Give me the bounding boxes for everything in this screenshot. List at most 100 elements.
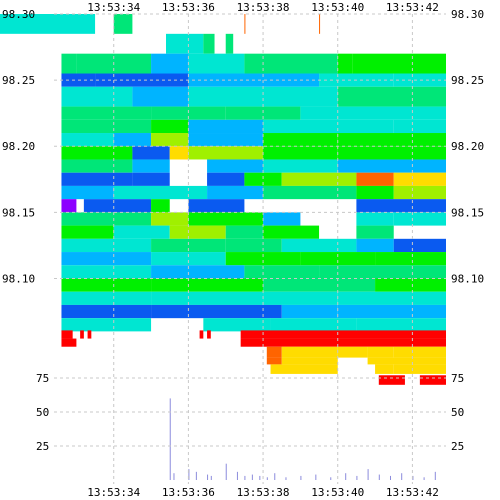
price-tick-right-2: 98.20 bbox=[451, 140, 484, 153]
heat-cell-21-3 bbox=[356, 318, 446, 332]
volume-bar-7 bbox=[236, 471, 238, 480]
price-tick-left-0: 98.30 bbox=[2, 8, 35, 21]
heat-cell-6-1 bbox=[151, 119, 189, 134]
heat-cell-17-0 bbox=[61, 265, 152, 279]
heat-cell-2-6 bbox=[352, 53, 446, 74]
price-tick-left-2: 98.20 bbox=[2, 140, 35, 153]
heat-cell-12-0 bbox=[61, 199, 77, 213]
x-tick-top-3: 13:53:40 bbox=[311, 1, 364, 14]
price-tick-left-3: 98.15 bbox=[2, 206, 35, 219]
heat-cell-16-3 bbox=[300, 252, 376, 266]
axis-labels: 13:53:34 13:53:34 13:53:36 13:53:36 13:53:38… bbox=[2, 1, 484, 499]
heat-cell-6-0 bbox=[61, 119, 152, 134]
heat-cell-1-2 bbox=[225, 33, 234, 54]
volume-bar-11 bbox=[266, 477, 268, 480]
heat-cell-15-1 bbox=[151, 238, 226, 253]
volume-bar-25 bbox=[434, 471, 436, 480]
heat-cell-4-1 bbox=[132, 86, 189, 107]
heat-cell-11-3 bbox=[263, 185, 357, 200]
heat-cell-8-5 bbox=[337, 146, 446, 160]
heat-cell-2-4 bbox=[244, 53, 338, 74]
heat-cell-10-6 bbox=[393, 172, 446, 186]
price-tick-left-1: 98.25 bbox=[2, 74, 35, 87]
volume-bar-3 bbox=[195, 471, 197, 480]
heat-cell-21-1 bbox=[203, 318, 271, 332]
lower-cell-0-1 bbox=[80, 330, 84, 339]
heat-cell-10-3 bbox=[244, 172, 282, 186]
volume-bar-21 bbox=[390, 475, 391, 480]
heat-cell-0-2 bbox=[244, 14, 246, 34]
heat-cell-14-5 bbox=[356, 225, 394, 239]
x-tick-top-2: 13:53:38 bbox=[237, 1, 290, 14]
heat-cell-18-1 bbox=[151, 278, 264, 292]
heat-cell-15-0 bbox=[61, 238, 152, 253]
heat-cell-14-3 bbox=[225, 225, 264, 239]
volume-bar-4 bbox=[207, 474, 209, 480]
heat-cell-9-3 bbox=[263, 159, 338, 173]
heat-cell-8-0 bbox=[61, 146, 133, 160]
volume-tick-left-1: 50 bbox=[36, 406, 49, 419]
volume-tick-left-2: 25 bbox=[36, 440, 49, 453]
heat-cell-7-0 bbox=[61, 133, 114, 147]
lower-cell-3-2 bbox=[367, 357, 446, 365]
volume-tick-right-0: 75 bbox=[451, 372, 464, 385]
volume-bars-layer bbox=[169, 398, 436, 480]
volume-bar-6 bbox=[225, 463, 227, 480]
x-tick-bottom-4: 13:53:42 bbox=[386, 486, 439, 499]
heat-cell-15-4 bbox=[356, 238, 394, 253]
heat-cell-12-3 bbox=[188, 199, 245, 213]
heat-cell-1-0 bbox=[166, 33, 204, 54]
heat-cell-11-5 bbox=[393, 185, 446, 200]
grid-lines bbox=[54, 13, 446, 484]
heat-cell-10-4 bbox=[281, 172, 357, 186]
heat-cell-12-2 bbox=[151, 199, 170, 213]
heat-cell-13-1 bbox=[151, 212, 189, 226]
heat-cell-14-0 bbox=[61, 225, 114, 239]
heat-cell-16-2 bbox=[225, 252, 301, 266]
heat-cell-5-0 bbox=[61, 106, 152, 120]
volume-bar-17 bbox=[345, 473, 347, 480]
heat-cell-2-5 bbox=[337, 53, 353, 74]
heat-cell-2-2 bbox=[151, 53, 189, 74]
heat-cell-11-2 bbox=[207, 185, 264, 200]
lower-cell-2-4 bbox=[393, 346, 446, 358]
heat-cell-15-2 bbox=[225, 238, 282, 253]
volume-tick-left-0: 75 bbox=[36, 372, 49, 385]
volume-tick-right-1: 50 bbox=[451, 406, 464, 419]
heat-cell-0-0 bbox=[0, 14, 96, 34]
volume-bar-19 bbox=[367, 469, 369, 480]
heat-cell-13-2 bbox=[188, 212, 264, 226]
heat-cell-5-1 bbox=[151, 106, 226, 120]
heat-cell-10-0 bbox=[61, 172, 133, 186]
volume-bar-22 bbox=[401, 473, 403, 480]
volume-bar-2 bbox=[188, 469, 190, 480]
lower-cell-3-0 bbox=[266, 357, 282, 365]
heat-cell-20-0 bbox=[61, 304, 152, 319]
lower-cell-4-1 bbox=[375, 364, 394, 374]
volume-bar-9 bbox=[251, 474, 253, 480]
lower-cell-0-0 bbox=[61, 330, 73, 339]
heat-cell-11-4 bbox=[356, 185, 394, 200]
lower-cell-2-3 bbox=[367, 346, 394, 358]
heat-cell-0-3 bbox=[319, 14, 321, 34]
heat-cell-10-2 bbox=[207, 172, 245, 186]
volume-bar-5 bbox=[210, 475, 212, 480]
heat-cell-19-1 bbox=[151, 291, 264, 305]
heat-cell-8-2 bbox=[169, 146, 189, 160]
volume-bar-1 bbox=[173, 473, 175, 480]
lower-cell-5-1 bbox=[419, 375, 446, 385]
volume-tick-right-2: 25 bbox=[451, 440, 464, 453]
heat-cell-17-1 bbox=[151, 265, 245, 279]
heat-cell-4-3 bbox=[337, 86, 446, 107]
heat-cell-8-3 bbox=[188, 146, 264, 160]
heat-cell-21-0 bbox=[61, 318, 152, 332]
x-tick-top-4: 13:53:42 bbox=[386, 1, 439, 14]
heat-cell-16-0 bbox=[61, 252, 152, 266]
heat-cell-19-3 bbox=[337, 291, 446, 305]
heat-cell-9-1 bbox=[132, 159, 170, 173]
x-tick-bottom-0: 13:53:34 bbox=[87, 486, 140, 499]
heat-cell-13-0 bbox=[61, 212, 152, 226]
lower-cell-0-4 bbox=[207, 330, 211, 339]
heat-cell-8-4 bbox=[263, 146, 338, 160]
